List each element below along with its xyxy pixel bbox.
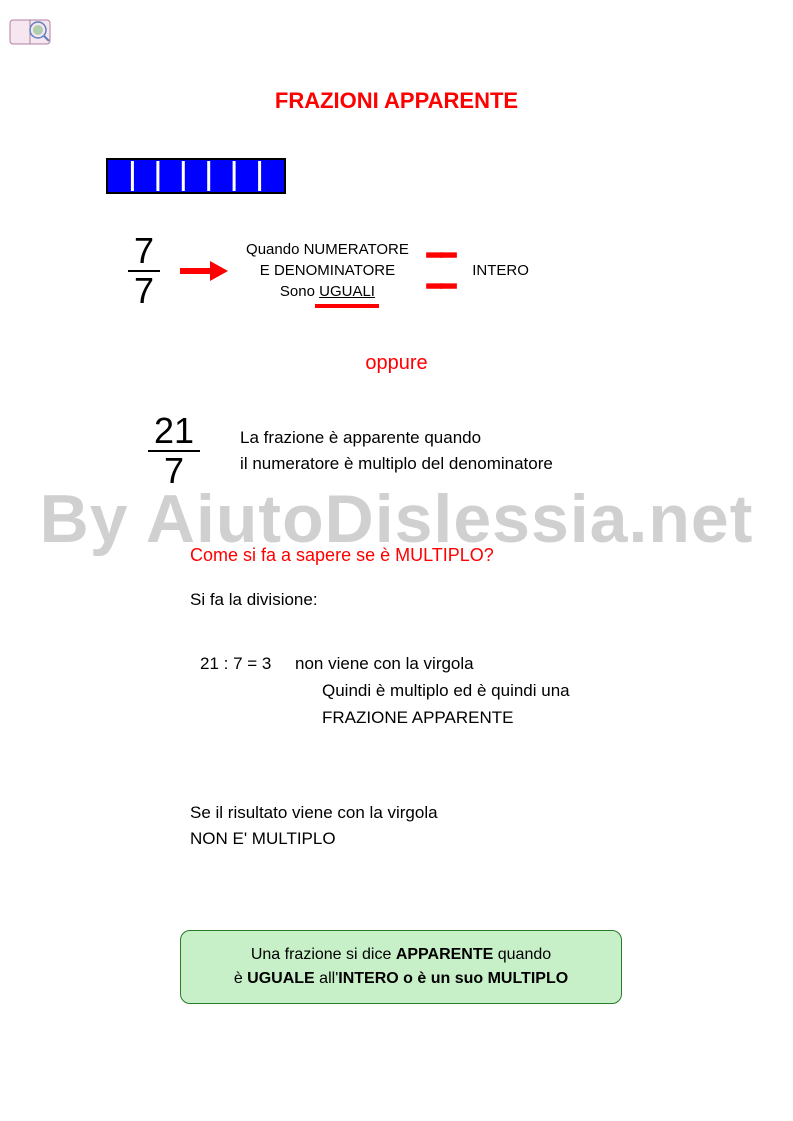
oppure-label: oppure bbox=[0, 352, 793, 375]
nonmult-line1: Se il risultato viene con la virgola bbox=[190, 800, 438, 826]
calc-line2: Quindi è multiplo ed è quindi una bbox=[200, 677, 570, 704]
condition-line3: Sono UGUALI bbox=[246, 281, 409, 302]
uguali-underlined: UGUALI bbox=[319, 281, 375, 302]
calc-line3: FRAZIONE APPARENTE bbox=[200, 704, 570, 731]
summary-line1: Una frazione si dice APPARENTE quando bbox=[199, 943, 603, 967]
non-multiplo-block: Se il risultato viene con la virgola NON… bbox=[190, 800, 438, 851]
fraction-bar-diagram bbox=[106, 158, 286, 194]
multiple-fraction-row: 21 7 La frazione è apparente quando il n… bbox=[148, 412, 553, 490]
divisione-label: Si fa la divisione: bbox=[190, 590, 318, 610]
equals-icon: ━━━━ bbox=[427, 240, 454, 302]
fraction-7-over-7: 7 7 bbox=[128, 232, 160, 310]
row2-line1: La frazione è apparente quando bbox=[240, 425, 553, 451]
row2-line2: il numeratore è multiplo del denominator… bbox=[240, 451, 553, 477]
page-title: FRAZIONI APPARENTE bbox=[0, 88, 793, 114]
condition-line2: E DENOMINATORE bbox=[246, 260, 409, 281]
denominator: 7 bbox=[128, 272, 160, 310]
fraction-21-over-7: 21 7 bbox=[148, 412, 200, 490]
question-multiplo: Come si fa a sapere se è MULTIPLO? bbox=[190, 545, 494, 566]
calculation-block: 21 : 7 = 3 non viene con la virgola Quin… bbox=[200, 650, 570, 732]
summary-box: Una frazione si dice APPARENTE quando è … bbox=[180, 930, 622, 1004]
denominator: 7 bbox=[158, 452, 190, 490]
numerator: 21 bbox=[148, 412, 200, 452]
intero-label: INTERO bbox=[472, 262, 529, 279]
multiple-explanation: La frazione è apparente quando il numera… bbox=[240, 425, 553, 476]
numerator: 7 bbox=[128, 232, 160, 272]
arrow-right-icon bbox=[178, 259, 228, 283]
condition-line1: Quando NUMERATORE bbox=[246, 239, 409, 260]
summary-line2: è UGUALE all'INTERO o è un suo MULTIPLO bbox=[199, 967, 603, 991]
book-logo-icon bbox=[8, 8, 52, 52]
equal-fraction-row: 7 7 Quando NUMERATORE E DENOMINATORE Son… bbox=[128, 232, 529, 310]
condition-text: Quando NUMERATORE E DENOMINATORE Sono UG… bbox=[246, 239, 409, 302]
nonmult-line2: NON E' MULTIPLO bbox=[190, 826, 438, 852]
calc-line1: 21 : 7 = 3 non viene con la virgola bbox=[200, 650, 570, 677]
